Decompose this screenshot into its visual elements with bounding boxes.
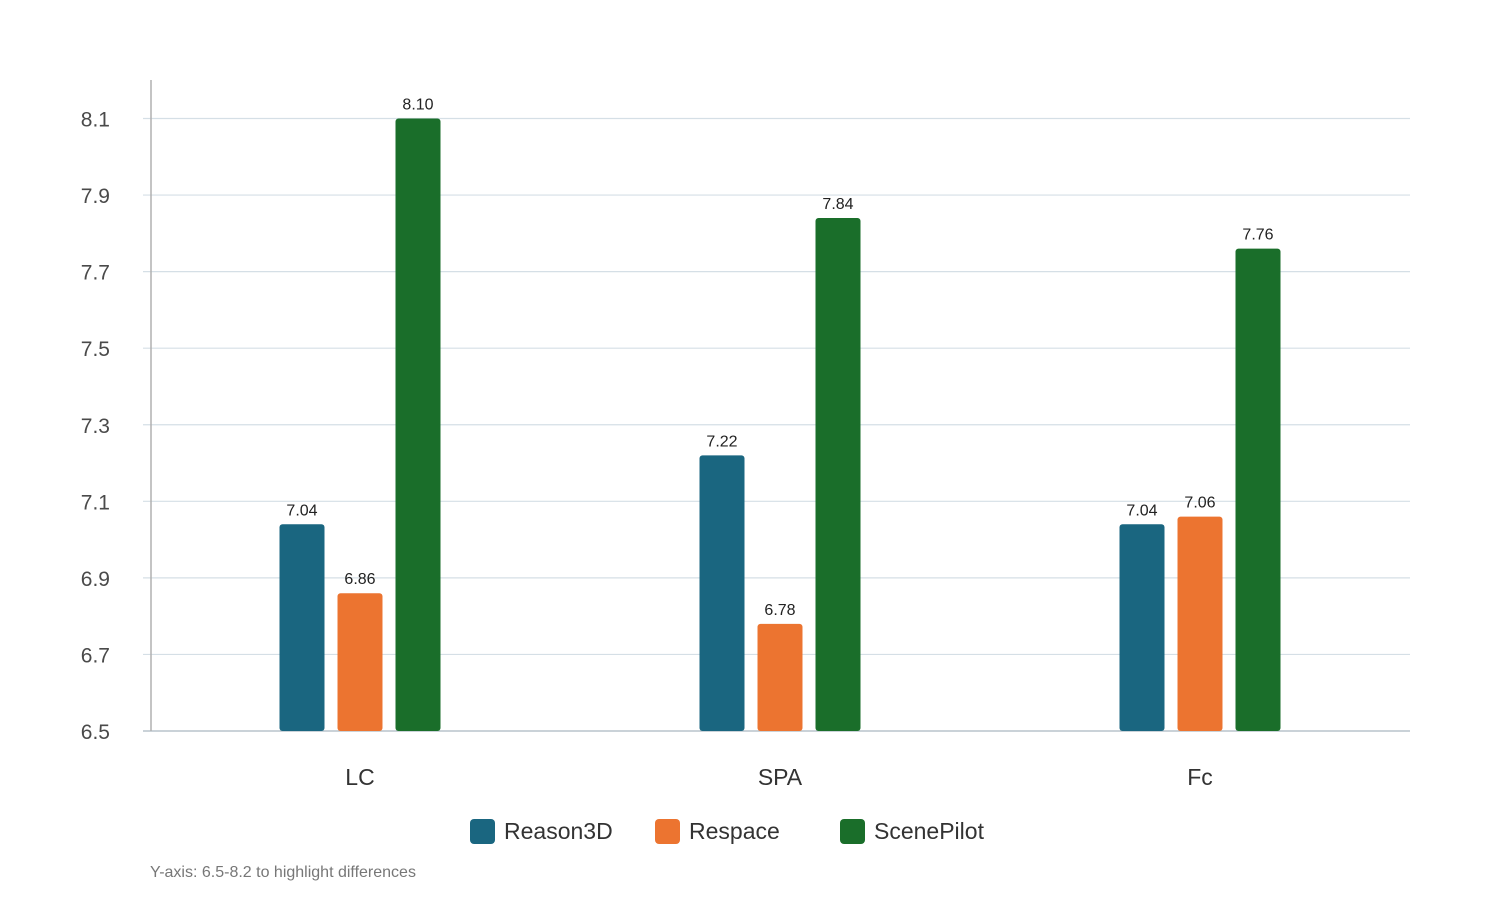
- axis-note: Y-axis: 6.5-8.2 to highlight differences: [150, 864, 416, 881]
- y-tick-labels: 6.5 6.7 6.9 7.1 7.3 7.5 7.7 7.9 8.1: [81, 109, 110, 745]
- value-label: 7.04: [1126, 502, 1157, 519]
- y-tick-label: 7.5: [81, 338, 110, 361]
- value-labels: 7.04 6.86 8.10 7.22 6.78 7.84 7.04 7.06 7.76: [286, 97, 1273, 619]
- category-label: SPA: [758, 764, 803, 790]
- legend-label: Respace: [689, 817, 780, 844]
- y-tick-label: 7.7: [81, 262, 110, 285]
- legend-swatch: [655, 818, 680, 844]
- value-label: 7.76: [1242, 227, 1273, 244]
- value-label: 6.78: [764, 602, 795, 619]
- category-labels: LC SPA Fc: [345, 764, 1212, 790]
- y-tick-label: 7.9: [81, 185, 110, 208]
- value-label: 7.84: [822, 196, 853, 213]
- y-tick-label: 7.3: [81, 415, 110, 438]
- legend: Reason3D Respace ScenePilot: [0, 816, 1500, 846]
- y-tick-label: 8.1: [81, 109, 110, 132]
- y-tick-label: 6.5: [81, 721, 110, 744]
- bar: [757, 623, 803, 731]
- y-tick-label: 6.7: [81, 644, 110, 667]
- bars: [279, 118, 1281, 731]
- legend-label: Reason3D: [504, 817, 613, 844]
- bar: [815, 218, 861, 731]
- value-label: 7.22: [706, 433, 737, 450]
- bar: [1119, 524, 1165, 731]
- bar: [1177, 516, 1223, 731]
- value-label: 7.04: [286, 502, 317, 519]
- legend-label: ScenePilot: [874, 817, 984, 844]
- bar: [279, 524, 325, 731]
- value-label: 7.06: [1184, 495, 1215, 512]
- y-tick-label: 6.9: [81, 568, 110, 591]
- bar-chart: 6.5 6.7 6.9 7.1 7.3 7.5 7.7 7.9 8.1 7.04 6.86 8.10…: [81, 80, 1410, 790]
- bar: [337, 593, 383, 731]
- legend-swatch: [840, 818, 865, 844]
- bar: [1235, 248, 1281, 731]
- category-label: Fc: [1187, 764, 1213, 790]
- bar: [395, 118, 441, 731]
- legend-item: Respace: [655, 816, 780, 846]
- value-label: 8.10: [402, 97, 433, 114]
- legend-item: ScenePilot: [840, 816, 984, 846]
- bar: [699, 455, 745, 731]
- legend-item: Reason3D: [470, 816, 613, 846]
- category-label: LC: [345, 764, 374, 790]
- y-tick-label: 7.1: [81, 491, 110, 514]
- value-label: 6.86: [344, 571, 375, 588]
- legend-swatch: [470, 818, 495, 844]
